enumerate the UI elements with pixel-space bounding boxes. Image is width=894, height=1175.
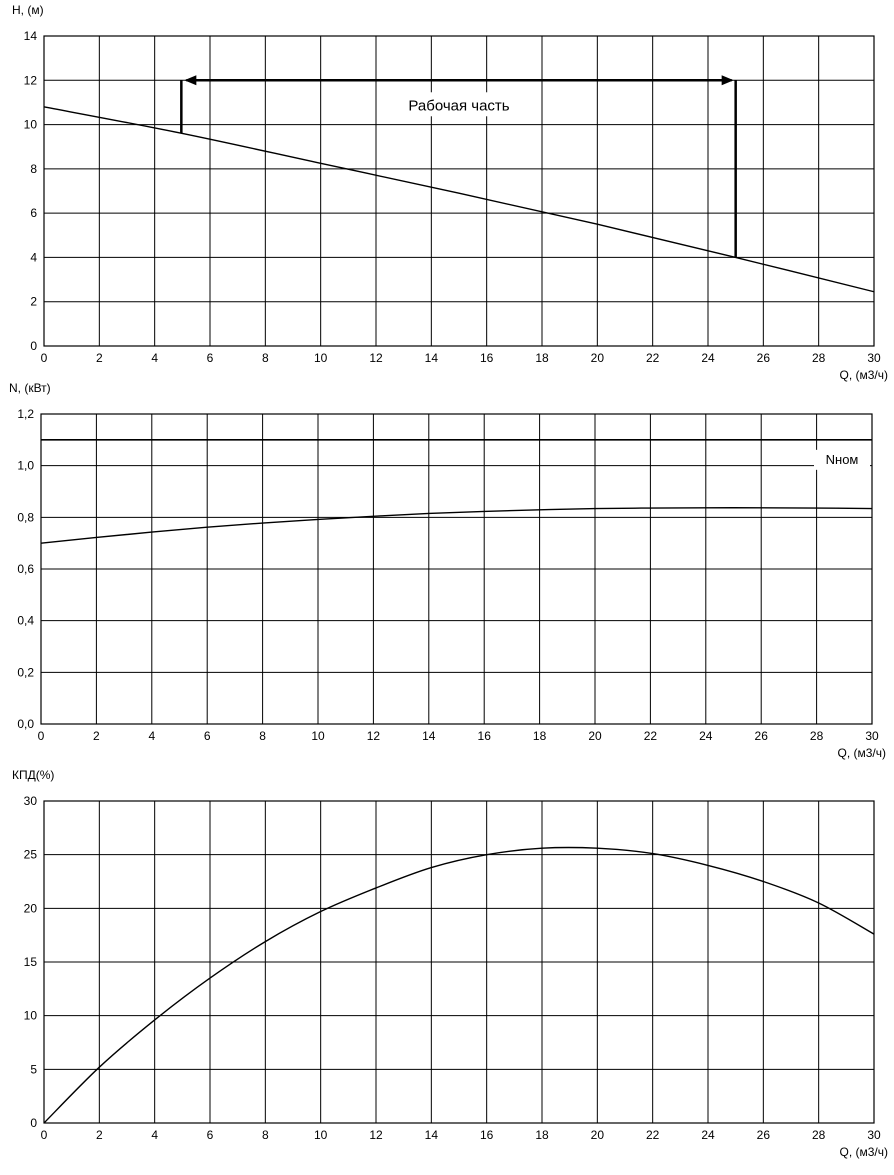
x-tick-label: 4: [151, 1128, 158, 1142]
y-axis-label: H, (м): [12, 3, 44, 17]
series-label-background: [814, 449, 870, 470]
x-tick-label: 12: [369, 351, 383, 365]
working-range-bracket: Рабочая часть: [180, 75, 737, 258]
y-tick-label: 15: [24, 955, 38, 969]
plot-frame: [40, 413, 873, 725]
x-tick-label: 30: [865, 729, 879, 743]
annotation-label-background: [397, 92, 521, 117]
y-tick-label: 10: [24, 118, 38, 132]
x-tick-label: 4: [151, 351, 158, 365]
x-tick-label: 16: [480, 1128, 494, 1142]
y-tick-label: 8: [30, 162, 37, 176]
y-tick-label: 4: [30, 250, 37, 264]
x-tick-label: 24: [701, 1128, 715, 1142]
x-tick-label: 24: [701, 351, 715, 365]
plot-frame: [43, 800, 875, 1124]
efficiency-chart: 0 2 4 6 8 10 12 14 16 18 20 22 24 26 28 30051015202530К…: [12, 768, 888, 1159]
x-tick-label: 10: [314, 1128, 328, 1142]
x-tick-label: 22: [646, 351, 660, 365]
x-tick-label: 0: [38, 729, 45, 743]
x-tick-label: 18: [535, 351, 549, 365]
x-tick-label: 2: [93, 729, 100, 743]
x-tick-label: 2: [96, 351, 103, 365]
x-tick-label: 28: [810, 729, 824, 743]
y-tick-label: 0,0: [17, 717, 34, 731]
y-tick-label: 1,0: [17, 459, 34, 473]
y-tick-label: 12: [24, 73, 38, 87]
power-chart: 0 2 4 6 8 10 12 14 16 18 20 22 24 26 28 300,00,20,40,60…: [9, 381, 886, 760]
x-tick-label: 6: [207, 1128, 214, 1142]
x-axis-label: Q, (м3/ч): [837, 746, 886, 760]
y-tick-label: 0: [30, 1116, 37, 1130]
x-tick-label: 2: [96, 1128, 103, 1142]
head-curve: [43, 106, 875, 293]
y-axis-label: КПД(%): [12, 768, 54, 782]
x-tick-label: 16: [478, 729, 492, 743]
head-chart: 0 2 4 6 8 10 12 14 16 18 20 22 24 26 28 3002468101214H,…: [12, 3, 888, 382]
x-axis-label: Q, (м3/ч): [839, 1145, 888, 1159]
y-tick-label: 5: [30, 1062, 37, 1076]
x-tick-label: 26: [757, 1128, 771, 1142]
y-tick-label: 2: [30, 295, 37, 309]
x-tick-label: 28: [812, 1128, 826, 1142]
x-tick-label: 18: [535, 1128, 549, 1142]
y-tick-label: 0,8: [17, 510, 34, 524]
y-tick-label: 0,6: [17, 562, 34, 576]
x-tick-label: 0: [41, 351, 48, 365]
x-tick-label: 20: [588, 729, 602, 743]
y-tick-label: 0,2: [17, 665, 34, 679]
x-tick-label: 8: [259, 729, 266, 743]
y-tick-label: 1,2: [17, 407, 34, 421]
x-tick-label: 20: [591, 351, 605, 365]
x-tick-label: 6: [204, 729, 211, 743]
x-tick-label: 22: [644, 729, 658, 743]
x-tick-label: 28: [812, 351, 826, 365]
x-tick-label: 0: [41, 1128, 48, 1142]
x-axis-label: Q, (м3/ч): [839, 368, 888, 382]
x-tick-label: 4: [148, 729, 155, 743]
x-tick-label: 8: [262, 1128, 269, 1142]
arrow-left-head: [184, 75, 197, 86]
y-tick-label: 0: [30, 339, 37, 353]
y-tick-label: 30: [24, 794, 38, 808]
y-tick-label: 14: [24, 29, 38, 43]
x-tick-label: 30: [867, 351, 881, 365]
power-curve: [40, 507, 873, 544]
x-tick-label: 14: [425, 351, 439, 365]
x-tick-label: 6: [207, 351, 214, 365]
plot-frame: [43, 35, 875, 347]
y-axis-label: N, (кВт): [9, 381, 51, 395]
x-tick-label: 30: [867, 1128, 881, 1142]
series-label-nominal-power: Nном: [826, 452, 859, 467]
x-tick-label: 24: [699, 729, 713, 743]
arrow-right-head: [721, 75, 734, 86]
x-tick-label: 26: [755, 729, 769, 743]
x-tick-label: 22: [646, 1128, 660, 1142]
x-tick-label: 8: [262, 351, 269, 365]
x-tick-label: 26: [757, 351, 771, 365]
y-tick-label: 6: [30, 206, 37, 220]
x-tick-label: 12: [369, 1128, 383, 1142]
x-tick-label: 10: [311, 729, 325, 743]
y-tick-label: 10: [24, 1009, 38, 1023]
y-tick-label: 0,4: [17, 614, 34, 628]
annotation-label: Рабочая часть: [408, 97, 509, 114]
x-tick-label: 12: [367, 729, 381, 743]
y-tick-label: 20: [24, 901, 38, 915]
x-tick-label: 18: [533, 729, 547, 743]
x-tick-label: 16: [480, 351, 494, 365]
y-tick-label: 25: [24, 848, 38, 862]
efficiency-curve: [43, 846, 875, 1124]
x-tick-label: 10: [314, 351, 328, 365]
x-tick-label: 14: [425, 1128, 439, 1142]
x-tick-label: 20: [591, 1128, 605, 1142]
x-tick-label: 14: [422, 729, 436, 743]
